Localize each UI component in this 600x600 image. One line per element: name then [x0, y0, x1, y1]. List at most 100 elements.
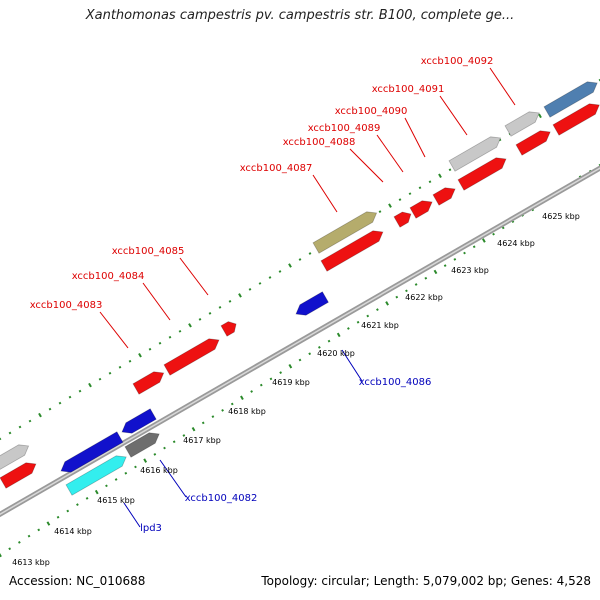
- gene-arrow-dark-gray: [124, 432, 160, 458]
- lower-tick: [94, 489, 99, 495]
- lower-tick: [37, 528, 41, 532]
- scale-labels: 4613 kbp 4614 kbp 4615 kbp 4616 kbp 4617 kbp…: [12, 212, 580, 567]
- lower-tick: [66, 509, 70, 513]
- gene-arrow-4083: [132, 371, 165, 395]
- leader-line-xccb100_4087: [312, 174, 338, 213]
- gene-arrow-4087: [320, 230, 384, 272]
- lower-tick: [221, 408, 224, 412]
- lower-tick: [395, 295, 399, 299]
- lower-tick: [347, 327, 350, 330]
- lower-tick: [336, 332, 341, 338]
- sequence-backbone: [0, 165, 600, 518]
- lower-tick: [191, 426, 196, 432]
- upper-tick: [228, 300, 232, 303]
- gene-arrow-4082: [60, 431, 124, 473]
- scale-label: 4616 kbp: [140, 466, 178, 475]
- lower-tick: [298, 358, 302, 362]
- gene-label-xccb100_4086: xccb100_4086: [359, 377, 432, 388]
- upper-tick: [438, 173, 442, 178]
- gene-arrow-gray-2: [504, 111, 540, 137]
- gene-arrow-4090: [432, 187, 456, 206]
- lower-tick: [105, 484, 108, 488]
- gene-label-xccb100_4091: xccb100_4091: [372, 84, 445, 95]
- upper-tick: [0, 437, 2, 441]
- map-title: Xanthomonas campestris pv. campestris st…: [85, 8, 515, 23]
- upper-tick: [418, 186, 422, 190]
- lower-tick: [376, 308, 379, 312]
- gene-arrow-4085: [220, 321, 237, 337]
- genome-summary-text: Topology: circular; Length: 5,079,002 bp…: [261, 574, 591, 588]
- upper-tick: [108, 371, 112, 375]
- lower-tick: [124, 471, 128, 475]
- lower-tick: [8, 547, 12, 551]
- gene-arrow-4091: [457, 157, 507, 191]
- upper-tick: [128, 359, 132, 363]
- lower-tick: [453, 257, 457, 261]
- scale-label: 4615 kbp: [97, 496, 135, 505]
- lower-tick: [85, 497, 89, 500]
- upper-tick: [98, 377, 102, 381]
- lower-tick: [46, 521, 51, 526]
- upper-tick: [168, 335, 172, 339]
- scale-label: 4625 kbp: [542, 212, 580, 221]
- gene-arrow-4092: [515, 130, 551, 156]
- upper-tick: [138, 353, 142, 358]
- leader-line-xccb100_4086: [341, 349, 363, 382]
- lower-tick: [433, 269, 438, 275]
- upper-tick: [18, 425, 22, 429]
- lower-tick: [211, 415, 215, 418]
- leader-line-xccb100_4085: [179, 257, 209, 296]
- gene-labels: xccb100_4092 xccb100_4091 xccb100_4090xccb…: [30, 56, 494, 534]
- gene-arrow-olive: [312, 211, 378, 254]
- upper-tick: [378, 210, 382, 214]
- leader-line-xccb100_4083: [99, 311, 129, 349]
- gene-arrow-steelblue: [543, 81, 598, 118]
- gene-label-xccb100_4083: xccb100_4083: [30, 300, 103, 311]
- leader-line-xccb100_4092: [489, 67, 516, 106]
- scale-label: 4620 kbp: [317, 349, 355, 358]
- lower-tick: [463, 251, 466, 255]
- lower-tick: [56, 515, 60, 519]
- scale-label: 4613 kbp: [12, 558, 50, 567]
- upper-tick: [248, 288, 252, 291]
- gene-arrow-left-red: [0, 462, 37, 489]
- lower-tick: [153, 452, 157, 456]
- lower-tick: [366, 314, 370, 318]
- upper-tick: [48, 407, 52, 411]
- upper-tick: [238, 293, 242, 298]
- lower-tick: [288, 364, 293, 369]
- lower-tick: [163, 446, 166, 450]
- lower-tick: [472, 245, 476, 249]
- upper-tick: [118, 365, 122, 369]
- lower-tick: [308, 352, 312, 356]
- upper-tick: [298, 258, 302, 261]
- upper-tick: [148, 347, 152, 351]
- upper-tick: [78, 389, 82, 393]
- lower-tick: [492, 232, 495, 236]
- lower-tick: [259, 383, 263, 387]
- upper-tick: [308, 252, 312, 255]
- scale-label: 4622 kbp: [405, 293, 443, 302]
- upper-tick: [218, 306, 222, 309]
- gene-label-xccb100_4092: xccb100_4092: [421, 56, 494, 67]
- lower-tick: [269, 377, 273, 381]
- upper-tick: [258, 282, 262, 285]
- upper-tick: [208, 311, 212, 315]
- backbone-line: [0, 165, 600, 518]
- gene-arrow-4084: [163, 338, 220, 376]
- upper-tick: [398, 198, 402, 202]
- scale-label: 4621 kbp: [361, 321, 399, 330]
- leader-line-xccb100_4090: [404, 117, 426, 158]
- lower-tick: [317, 346, 321, 349]
- gene-arrow-blue-small: [121, 408, 157, 434]
- upper-tick: [68, 395, 72, 399]
- backbone-highlight: [0, 167, 600, 516]
- upper-tick: [58, 401, 62, 405]
- upper-tick: [428, 180, 432, 184]
- lower-tick: [501, 226, 505, 230]
- gene-arrow-left-gray: [0, 444, 30, 470]
- gene-arrow-right-red: [552, 103, 600, 136]
- lower-tick: [385, 301, 389, 306]
- scale-label: 4624 kbp: [497, 239, 535, 248]
